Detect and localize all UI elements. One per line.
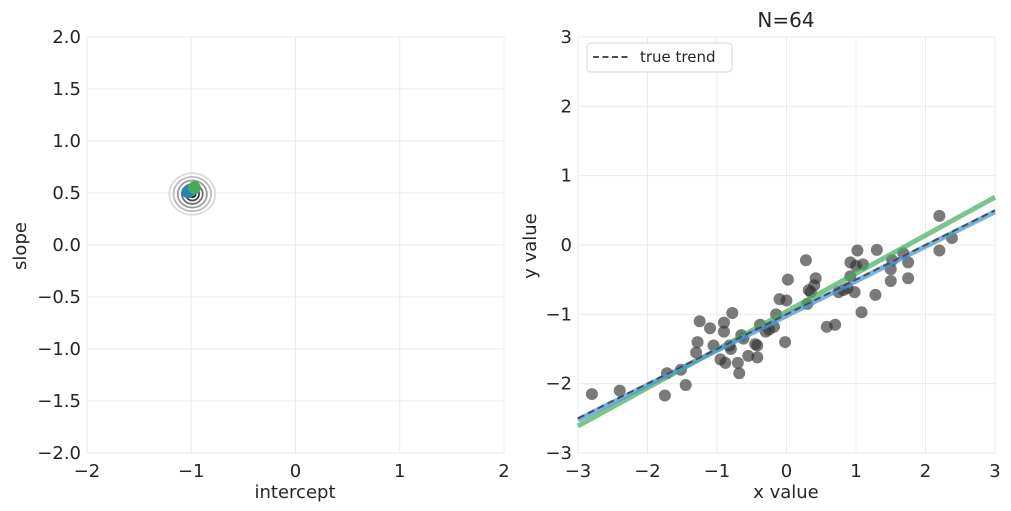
scatter-point [884,275,897,288]
scatter-point [704,322,717,335]
scatter-point [933,244,946,257]
contour-y-tick-label: −1.0 [37,339,81,360]
scatter-point [613,384,626,397]
scatter-x-tick-label: 0 [781,461,792,482]
scatter-point [851,244,864,257]
contour-y-tick-label: 0.5 [52,183,81,204]
scatter-point [742,349,755,362]
contour-markers [181,181,201,199]
contour-y-axis-label: slope [10,222,31,270]
scatter-point [693,315,706,328]
contour-ring [168,172,217,216]
scatter-point [902,272,915,285]
contour-x-tick-label: 2 [498,461,509,482]
scatter-panel: −3 −2 −1 0 1 2 3 −3 −2 −1 0 1 2 3 N=64 x value y val… [520,8,1001,503]
contour-y-tick-label: −2.0 [37,443,81,464]
scatter-point [809,272,822,285]
fit-lines [576,194,997,429]
contour-panel: −2 −1 0 1 2 −2.0−1.5−1.0−0.50.00.51.01.52.0 … [10,27,510,503]
contour-y-tick-label: 0.0 [52,235,81,256]
scatter-point [679,379,692,392]
scatter-x-tick-label: 2 [920,461,931,482]
contour-y-tick-label: −0.5 [37,287,81,308]
scatter-point [717,325,730,338]
scatter-point [719,356,732,369]
contour-x-tick-label: −2 [74,461,101,482]
scatter-point [733,367,746,380]
scatter-point [855,306,868,319]
legend-entry-true-trend: true trend [640,48,716,66]
contour-grid [86,36,505,454]
scatter-point [691,336,704,349]
scatter-point [869,288,882,301]
scatter-points [585,209,958,402]
scatter-x-tick-label: 1 [850,461,861,482]
contour-x-ticks: −2 −1 0 1 2 [74,461,510,482]
contour-y-tick-label: 2.0 [52,27,81,48]
scatter-y-tick-label: 1 [561,166,572,187]
scatter-point [933,209,946,222]
scatter-y-axis-label: y value [520,213,541,279]
contour-x-tick-label: 0 [290,461,301,482]
scatter-point [751,339,764,352]
scatter-x-tick-label: −3 [565,461,592,482]
scatter-title: N=64 [757,8,814,32]
scatter-y-tick-label: −1 [545,304,572,325]
contour-y-tick-label: −1.5 [37,391,81,412]
scatter-y-tick-label: −3 [545,443,572,464]
legend-box [586,42,733,73]
scatter-x-axis-label: x value [753,482,819,503]
contour-ring [176,179,208,209]
contour-y-tick-label: 1.0 [52,131,81,152]
scatter-point [848,286,861,299]
scatter-point [799,254,812,267]
scatter-point [829,318,842,331]
scatter-point [779,336,792,349]
scatter-x-tick-label: −1 [704,461,731,482]
scatter-y-tick-label: −2 [545,374,572,395]
contour-x-tick-label: −1 [178,461,205,482]
scatter-y-tick-label: 0 [561,235,572,256]
scatter-y-tick-label: 2 [561,96,572,117]
line-blue-fit [576,209,997,422]
scatter-point [585,388,598,401]
scatter-x-tick-label: −2 [634,461,661,482]
scatter-point [780,294,793,307]
scatter-x-ticks: −3 −2 −1 0 1 2 3 [565,461,1001,482]
scatter-point [870,243,883,256]
line-true-trend [577,209,996,420]
contour-x-tick-label: 1 [394,461,405,482]
scatter-point [781,273,794,286]
scatter-point [726,306,739,319]
contour-ring [172,175,212,213]
legend: true trend [586,42,733,73]
contour-marker-true [187,181,201,195]
scatter-point [731,356,744,369]
scatter-y-tick-label: 3 [561,27,572,48]
scatter-point [751,351,764,364]
scatter-point [717,316,730,329]
scatter-point [690,346,703,359]
scatter-x-tick-label: 3 [989,461,1000,482]
contour-y-ticks: −2.0 −1.5 −1.0 −0.5 0.0 0.5 1.0 1.5 2.0 [37,27,81,464]
contour-y-tick-label: 1.5 [52,79,81,100]
scatter-point [658,389,671,402]
scatter-y-ticks: −3 −2 −1 0 1 2 3 [545,27,572,464]
contour-x-axis-label: intercept [255,482,336,503]
